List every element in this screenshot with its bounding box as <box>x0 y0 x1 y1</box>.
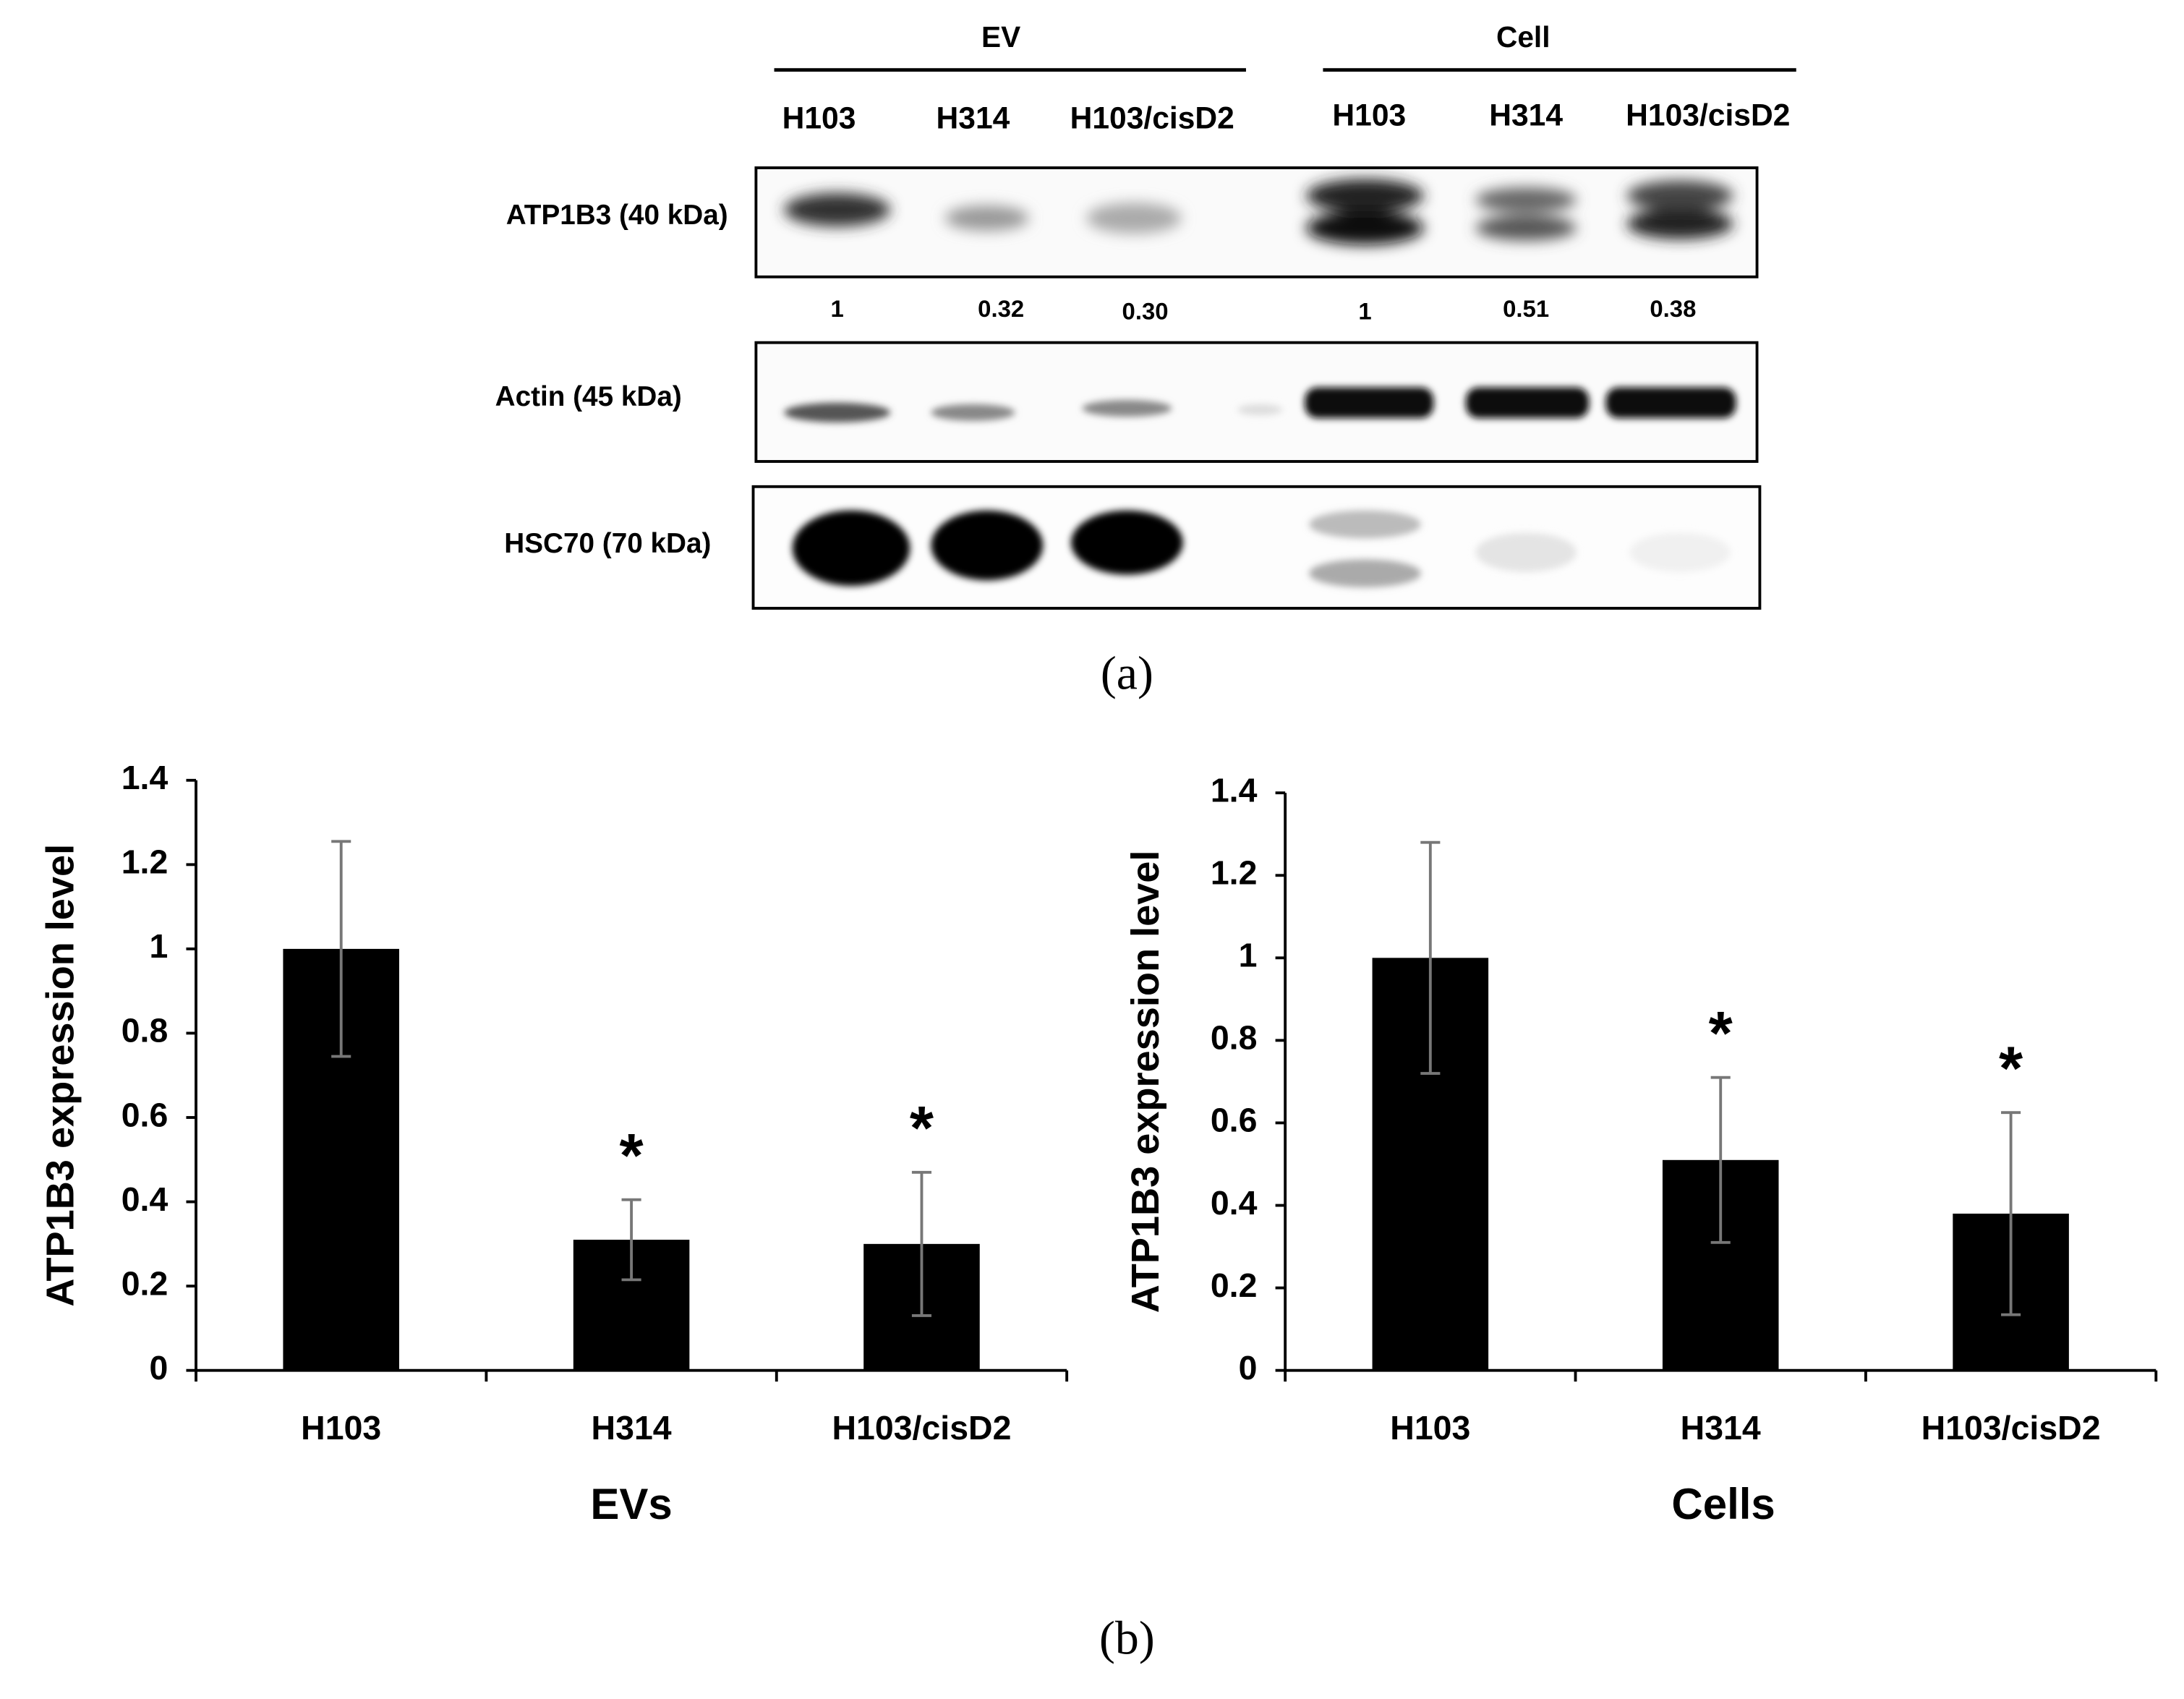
blot-hsc70 <box>751 485 1762 610</box>
x-tick-label: H103 <box>301 1409 381 1447</box>
y-tick-label: 0 <box>1239 1349 1258 1387</box>
lane-label: H103 <box>782 101 856 136</box>
y-axis-title: ATP1B3 expression level <box>38 844 82 1307</box>
x-tick-label: H314 <box>1681 1409 1761 1447</box>
significance-mark: * <box>1999 1035 2023 1104</box>
row-label: ATP1B3 (40 kDa) <box>506 200 728 231</box>
blot-actin <box>754 341 1759 463</box>
x-axis-title: Cells <box>1671 1480 1775 1528</box>
y-tick-label: 1 <box>1239 937 1258 974</box>
x-tick-label: H103/cisD2 <box>832 1409 1012 1447</box>
lane-label: H103 <box>1332 98 1406 133</box>
y-tick-label: 0 <box>149 1349 168 1387</box>
y-tick-label: 0.4 <box>1211 1184 1258 1222</box>
y-tick-label: 1.2 <box>121 843 169 881</box>
y-tick-label: 1.2 <box>1211 854 1258 892</box>
quant-label: 0.51 <box>1503 295 1549 322</box>
y-tick-label: 1.4 <box>1211 771 1258 809</box>
group-label: Cell <box>1496 20 1550 54</box>
y-tick-label: 1.4 <box>121 759 169 796</box>
y-tick-label: 0.6 <box>1211 1102 1258 1139</box>
lane-label: H314 <box>1489 98 1563 133</box>
lane-label: H103/cisD2 <box>1070 101 1234 136</box>
quant-label: 1 <box>831 295 844 322</box>
row-label: HSC70 (70 kDa) <box>504 528 711 559</box>
significance-mark: * <box>1709 1000 1733 1068</box>
x-tick-label: H103 <box>1390 1409 1470 1447</box>
quant-label: 0.32 <box>978 295 1024 322</box>
y-tick-label: 0.4 <box>121 1180 169 1218</box>
quant-label: 1 <box>1358 298 1371 325</box>
significance-mark: * <box>620 1122 644 1191</box>
quant-label: 0.30 <box>1122 298 1169 325</box>
y-axis-title: ATP1B3 expression level <box>1124 851 1167 1313</box>
blot-atp1b3 <box>754 166 1759 278</box>
y-tick-label: 0.2 <box>1211 1266 1258 1304</box>
row-label: Actin (45 kDa) <box>495 381 682 412</box>
x-axis-title: EVs <box>590 1480 672 1528</box>
panel-label: (a) <box>1101 647 1153 700</box>
y-tick-label: 0.6 <box>121 1096 169 1133</box>
group-label: EV <box>981 20 1020 54</box>
x-tick-label: H103/cisD2 <box>1921 1409 2101 1447</box>
y-tick-label: 0.8 <box>121 1012 169 1049</box>
quant-label: 0.38 <box>1650 295 1696 322</box>
y-tick-label: 0.8 <box>1211 1019 1258 1057</box>
y-tick-label: 0.2 <box>121 1264 169 1302</box>
x-tick-label: H314 <box>592 1409 672 1447</box>
panel-label: (b) <box>1099 1612 1155 1665</box>
lane-label: H103/cisD2 <box>1626 98 1790 133</box>
lane-label: H314 <box>937 101 1010 136</box>
significance-mark: * <box>910 1094 934 1163</box>
y-tick-label: 1 <box>149 927 168 965</box>
